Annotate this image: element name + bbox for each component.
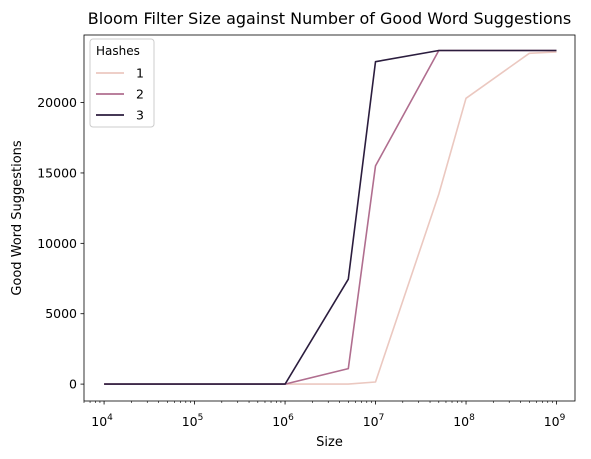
x-tick-exp: 8: [469, 413, 475, 423]
x-tick-base: 10: [182, 414, 198, 429]
y-tick-label: 20000: [37, 95, 77, 110]
x-axis-label: Size: [316, 435, 343, 450]
legend-title: Hashes: [96, 44, 140, 58]
plot-area: [83, 34, 576, 402]
y-tick-label: 5000: [45, 306, 77, 321]
x-axis-ticks: 104 105 106 107 108 109: [91, 401, 566, 429]
y-tick-label: 0: [69, 377, 77, 392]
x-tick-base: 10: [363, 414, 379, 429]
legend-box: [89, 38, 155, 128]
legend: Hashes 1 2 3: [89, 38, 155, 128]
series-line-2: [104, 49, 557, 385]
x-tick-exp: 9: [560, 413, 566, 423]
y-axis-ticks: 0 5000 10000 15000 20000: [37, 95, 84, 392]
series-layer: [104, 49, 557, 385]
x-tick-exp: 6: [288, 413, 294, 423]
x-tick-label: 109: [544, 413, 566, 429]
x-tick-base: 10: [453, 414, 469, 429]
series-line-1: [104, 51, 557, 385]
x-tick-label: 108: [453, 413, 475, 429]
y-tick-label: 15000: [37, 165, 77, 180]
legend-label: 1: [136, 66, 144, 81]
y-axis-label: Good Word Suggestions: [10, 140, 25, 296]
x-tick-label: 106: [272, 413, 294, 429]
series-line-3: [104, 49, 557, 385]
x-tick-label: 107: [363, 413, 385, 429]
x-tick-exp: 4: [107, 413, 113, 423]
legend-label: 3: [136, 108, 144, 123]
y-tick-label: 10000: [37, 236, 77, 251]
x-tick-exp: 5: [198, 413, 204, 423]
x-tick-label: 104: [91, 413, 113, 429]
x-minor-ticks: [83, 401, 553, 403]
x-tick-label: 105: [182, 413, 204, 429]
x-tick-base: 10: [272, 414, 288, 429]
x-tick-base: 10: [91, 414, 107, 429]
x-tick-base: 10: [544, 414, 560, 429]
chart-title: Bloom Filter Size against Number of Good…: [88, 9, 571, 28]
x-tick-exp: 7: [379, 413, 385, 423]
legend-label: 2: [136, 87, 144, 102]
legend-items: 1 2 3: [96, 66, 144, 123]
